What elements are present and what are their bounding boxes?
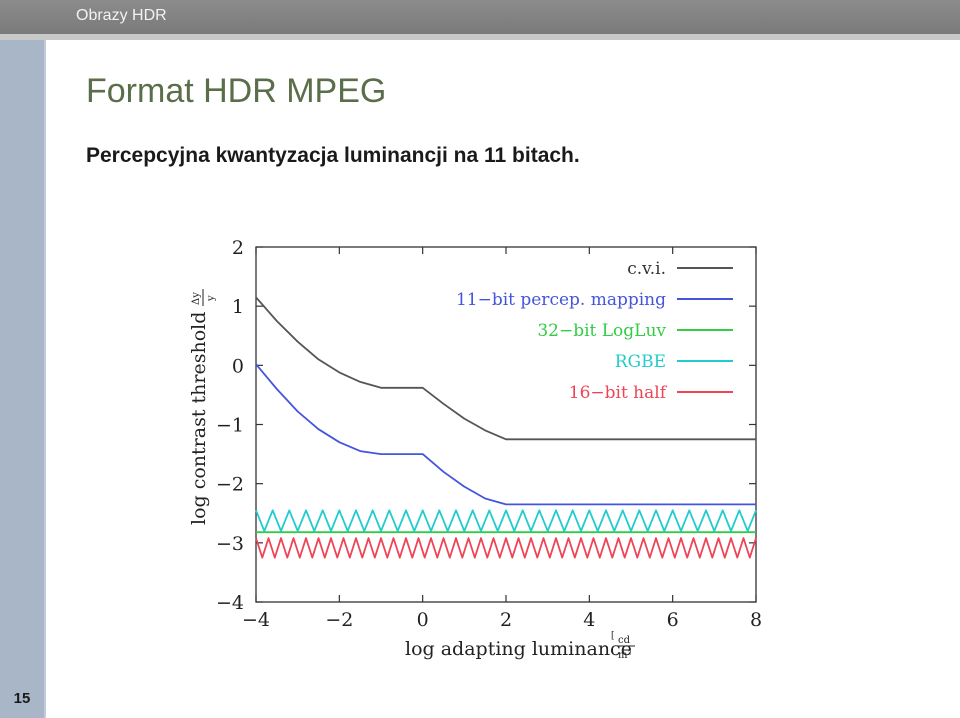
y-tick-label: −4: [216, 592, 244, 614]
legend-label-3: RGBE: [615, 352, 666, 372]
x-tick-label: 8: [750, 609, 762, 631]
legend-label-4: 16−bit half: [569, 383, 668, 403]
y-axis-label-group: log contrast threshold Δy y: [188, 289, 217, 525]
y-tick-label: 0: [232, 355, 244, 377]
x-unit-numerator: cd: [618, 635, 631, 646]
x-tick-label: 2: [500, 609, 512, 631]
top-bar: Obrazy HDR: [0, 0, 960, 40]
slide-subtitle: Percepcyjna kwantyzacja luminancji na 11…: [86, 144, 580, 167]
left-sidebar: [0, 40, 46, 718]
app-title: Obrazy HDR: [76, 7, 167, 24]
y-tick-label: −1: [216, 415, 244, 437]
x-axis-unit: [ cd m²: [611, 631, 635, 661]
y-tick-label: 1: [232, 296, 244, 318]
y-axis-label: log contrast threshold: [188, 312, 210, 525]
svg-text:[: [: [611, 631, 615, 641]
contrast-threshold-chart: −4 −2 0 2 4 6 8 2 1 0 −1 −2 −3 −4 c.v.i. 11−bit percep…: [188, 237, 762, 661]
slide-title: Format HDR MPEG: [86, 72, 387, 110]
y-tick-label: −2: [216, 474, 244, 496]
y-fraction-denominator: y: [206, 295, 217, 302]
x-tick-label: 0: [417, 609, 429, 631]
y-tick-label: −3: [216, 533, 244, 555]
series-line-3: [255, 509, 757, 532]
series-line-0: [255, 296, 756, 441]
legend-label-1: 11−bit percep. mapping: [456, 290, 666, 310]
y-fraction-numerator: Δy: [191, 292, 202, 305]
legend-label-0: c.v.i.: [627, 259, 666, 279]
series-line-1: [255, 363, 756, 506]
legend-label-2: 32−bit LogLuv: [537, 321, 666, 341]
x-axis-label: log adapting luminance: [405, 638, 632, 660]
x-tick-label: −2: [325, 609, 353, 631]
slide-number: 15: [13, 690, 31, 707]
x-tick-label: −4: [242, 609, 270, 631]
series-line-4: [255, 537, 757, 559]
x-tick-label: 6: [667, 609, 679, 631]
x-unit-denominator: m²: [618, 650, 632, 661]
y-tick-label: 2: [232, 237, 244, 259]
x-tick-label: 4: [583, 609, 595, 631]
